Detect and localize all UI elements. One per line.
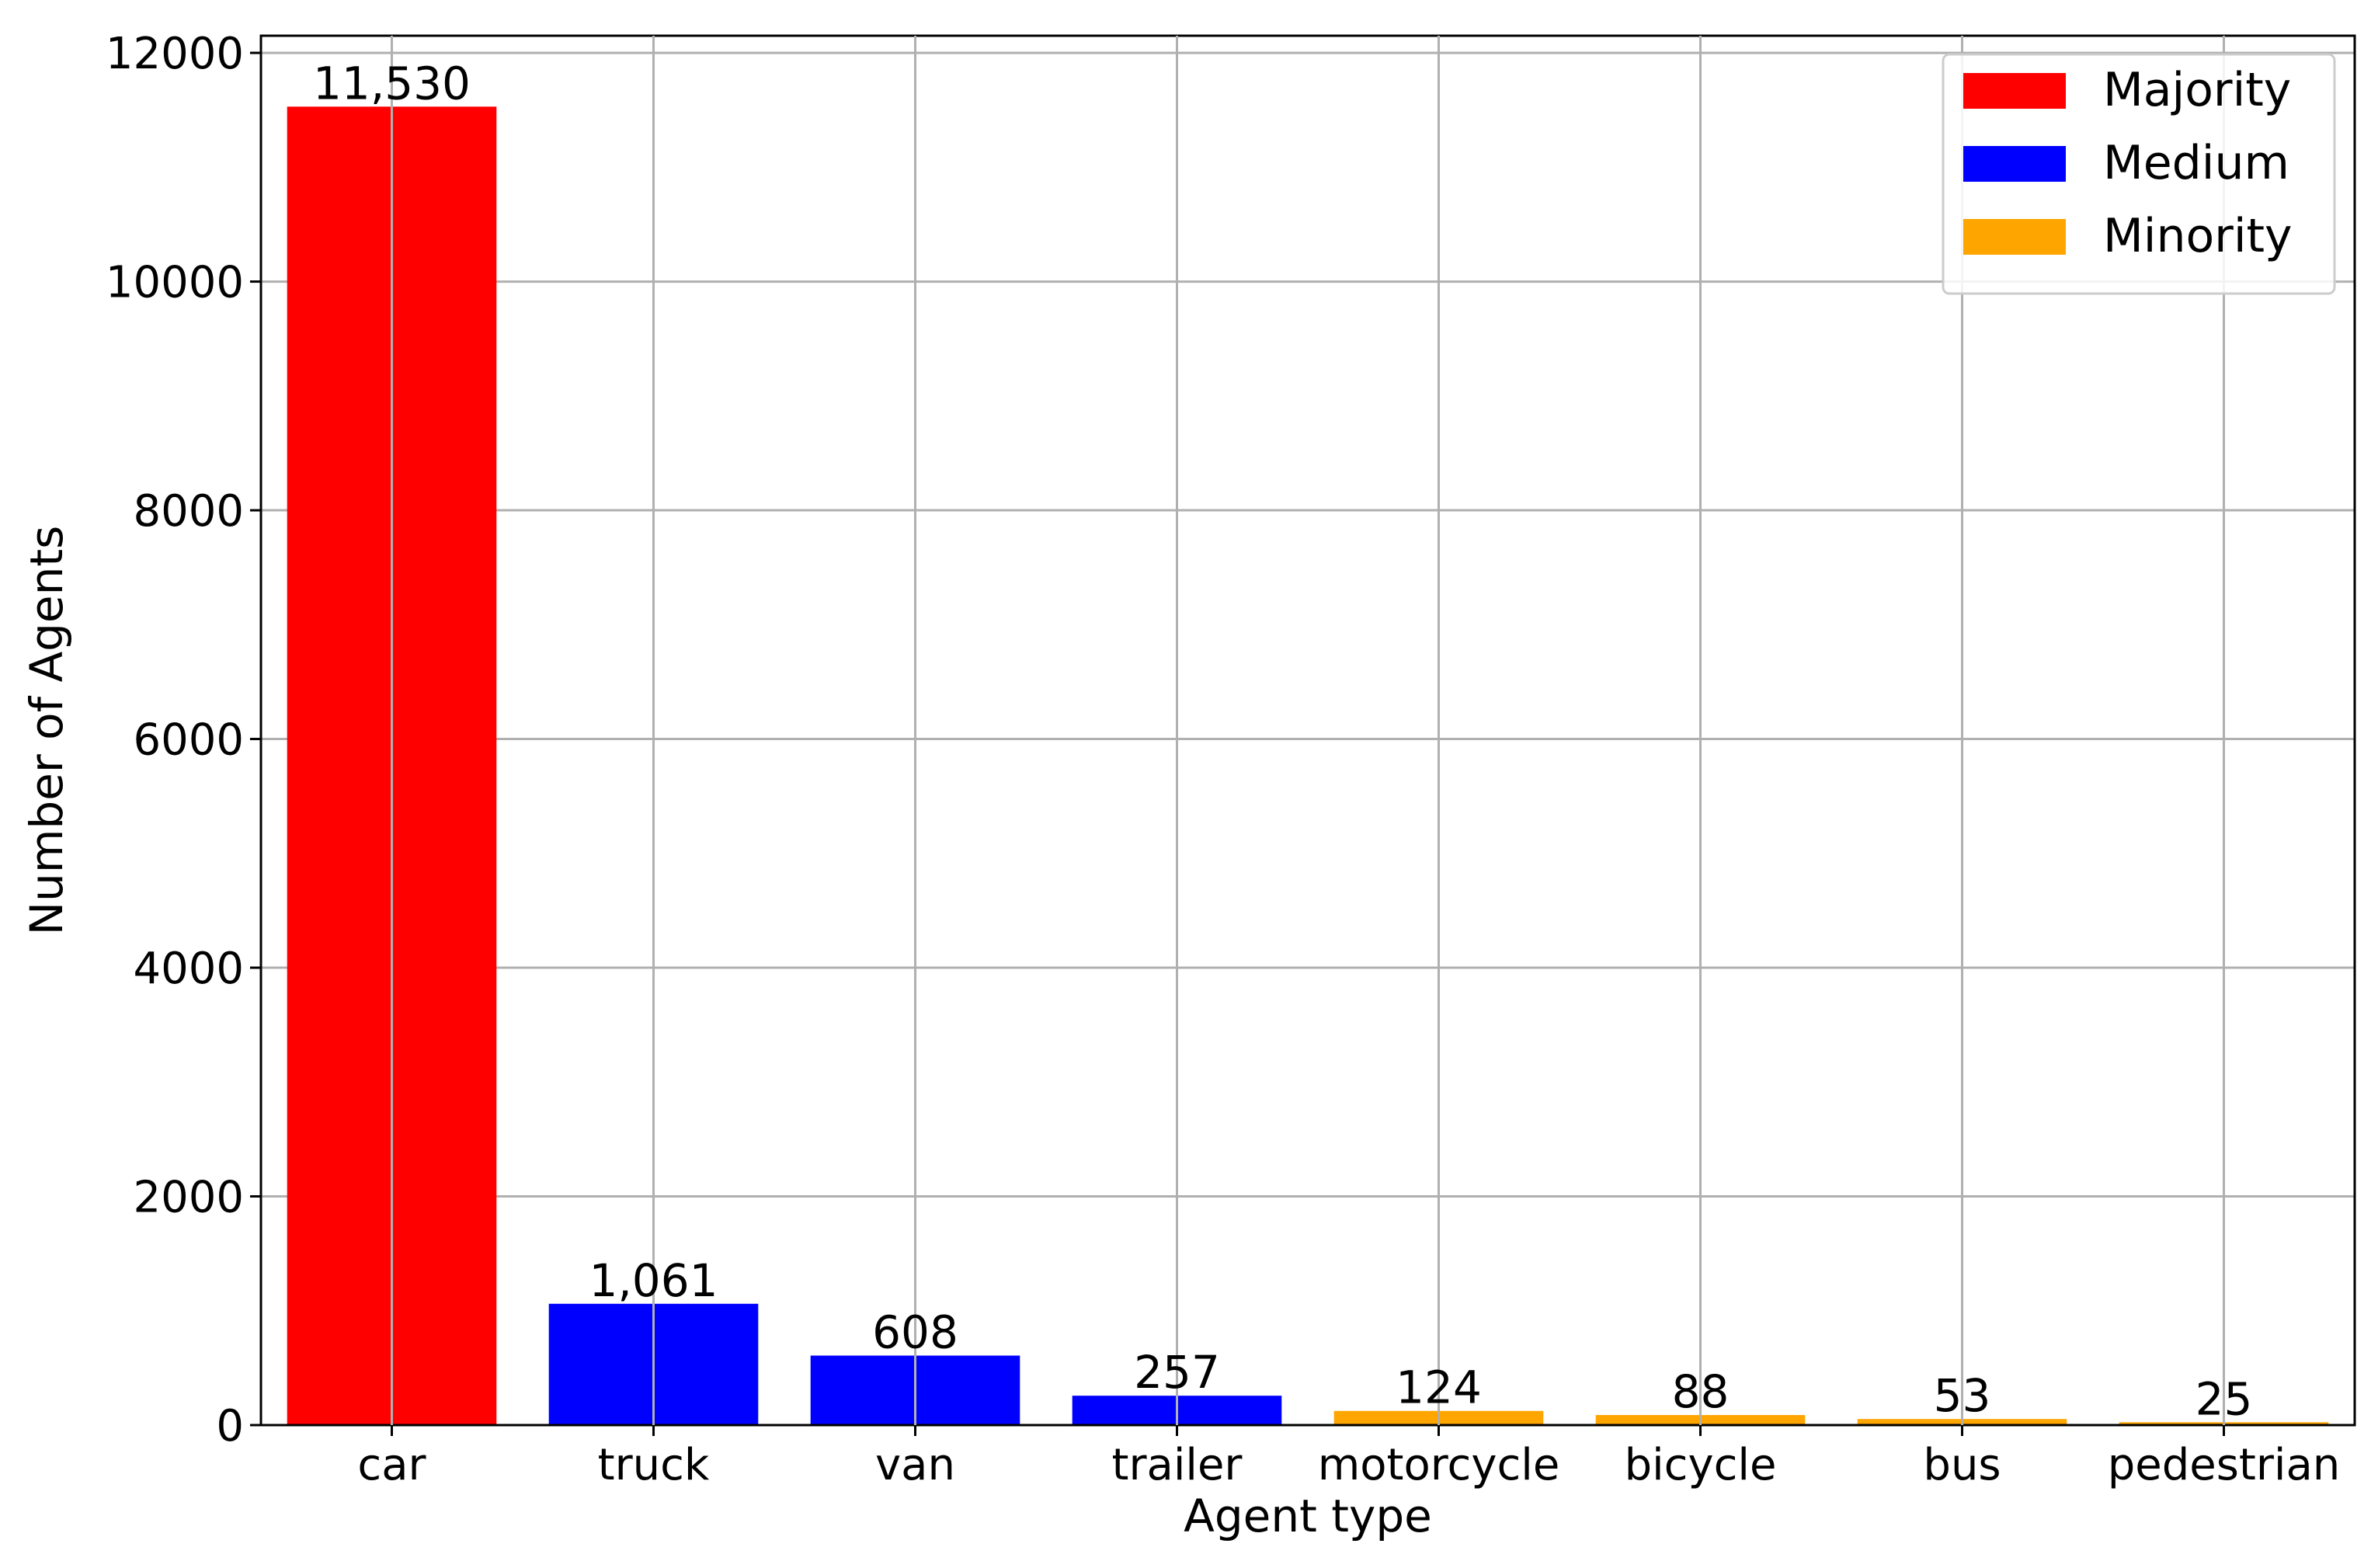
- grid-lines: [261, 51, 2355, 1427]
- legend-label: Minority: [2103, 209, 2293, 263]
- legend-swatch: [1963, 73, 2066, 109]
- legend: Majority Medium Minority: [1942, 53, 2336, 295]
- x-tick-label: van: [875, 1440, 955, 1490]
- data-label: 124: [1396, 1361, 1482, 1414]
- y-tick-label: 8000: [133, 486, 244, 537]
- x-tick-label: motorcycle: [1318, 1440, 1560, 1490]
- legend-label: Majority: [2103, 63, 2291, 117]
- data-label: 1,061: [589, 1254, 718, 1307]
- x-axis-title: Agent type: [1184, 1490, 1432, 1542]
- y-axis-title: Number of Agents: [20, 526, 73, 936]
- data-label: 257: [1134, 1346, 1220, 1399]
- x-tick-label: pedestrian: [2108, 1440, 2341, 1490]
- plot-area-frame: [259, 34, 2356, 1427]
- y-tick-label: 4000: [133, 944, 244, 994]
- x-axis-ticks: car truck van trailer motorcycle bicycle bus pe…: [357, 1425, 2340, 1490]
- bars: [287, 106, 2329, 1425]
- legend-label: Medium: [2103, 136, 2289, 190]
- data-label: 88: [1672, 1365, 1730, 1418]
- x-tick-label: trailer: [1112, 1440, 1243, 1490]
- data-label: 11,530: [313, 57, 471, 110]
- x-tick-label: car: [357, 1440, 426, 1490]
- data-label: 25: [2195, 1372, 2253, 1425]
- y-axis-ticks: 0 2000 4000 6000 8000 10000 12000: [106, 29, 261, 1452]
- y-tick-label: 6000: [133, 715, 244, 766]
- x-tick-label: truck: [598, 1440, 710, 1490]
- y-tick-label: 2000: [133, 1173, 244, 1223]
- y-tick-label: 0: [216, 1401, 244, 1452]
- x-tick-label: bus: [1923, 1440, 2001, 1490]
- data-label: 608: [872, 1306, 958, 1358]
- legend-swatch: [1963, 146, 2066, 182]
- x-tick-label: bicycle: [1625, 1440, 1777, 1490]
- legend-swatch: [1963, 219, 2066, 255]
- data-labels: 11,530 1,061 608 257 124 88 53 25: [313, 36, 2252, 1425]
- y-tick-label: 12000: [106, 29, 244, 79]
- y-tick-label: 10000: [106, 258, 244, 308]
- data-label: 53: [1934, 1369, 1991, 1422]
